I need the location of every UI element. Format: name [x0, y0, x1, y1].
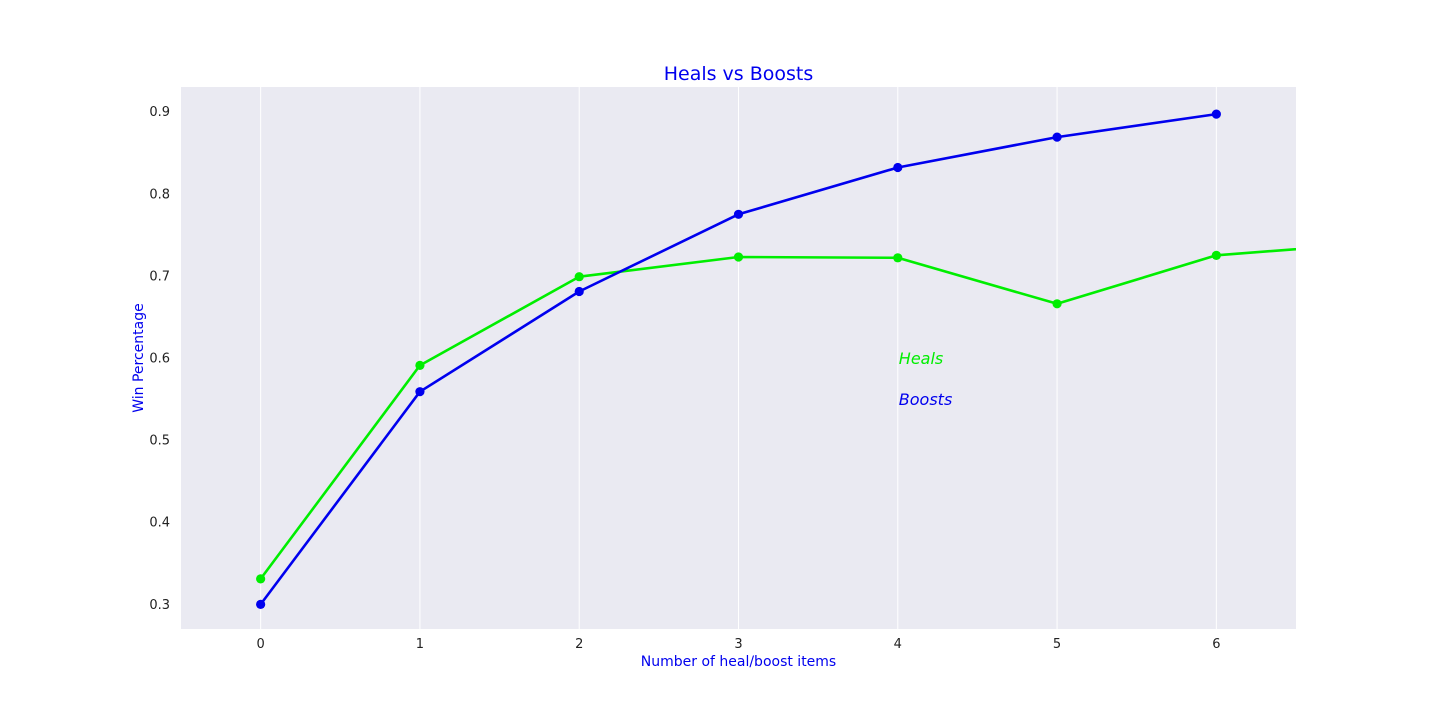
data-point-heals: [415, 360, 425, 370]
x-tick-label: 3: [734, 637, 742, 652]
y-tick-label: 0.5: [149, 434, 170, 449]
y-tick-label: 0.8: [149, 187, 170, 202]
data-point-heals: [893, 253, 903, 263]
annotation-heals: Heals: [899, 349, 943, 368]
y-tick-label: 0.4: [149, 516, 170, 531]
data-point-boosts: [574, 286, 584, 297]
data-point-heals: [1211, 250, 1221, 260]
x-axis-title: Number of heal/boost items: [641, 654, 836, 670]
data-point-heals: [574, 272, 584, 282]
y-tick-label: 0.7: [149, 269, 170, 284]
data-point-heals: [1052, 299, 1062, 309]
data-point-boosts: [256, 599, 266, 609]
x-tick-label: 6: [1212, 637, 1220, 652]
x-axis-ticks: 0 1 2 3 4 5 6: [257, 637, 1221, 652]
x-tick-label: 2: [575, 637, 583, 652]
series-line-heals: [259, 247, 1296, 580]
y-tick-label: 0.6: [149, 352, 170, 367]
data-point-boosts: [733, 209, 744, 219]
annotations: Heals Boosts: [899, 349, 953, 409]
chart-title: Heals vs Boosts: [664, 63, 814, 85]
data-point-boosts: [415, 387, 425, 397]
x-tick-label: 4: [894, 637, 902, 652]
x-tick-label: 1: [416, 637, 424, 652]
x-tick-label: 0: [257, 637, 265, 652]
annotation-boosts: Boosts: [899, 390, 953, 409]
data-point-boosts: [893, 162, 903, 173]
data-point-heals: [256, 574, 266, 584]
y-tick-label: 0.9: [149, 105, 170, 120]
data-point-heals: [733, 252, 744, 262]
grid-lines: [260, 87, 1217, 629]
x-tick-label: 5: [1053, 637, 1061, 652]
data-point-boosts: [1211, 109, 1221, 119]
y-axis-title: Win Percentage: [131, 303, 147, 413]
data-point-boosts: [1052, 132, 1062, 142]
y-axis-ticks: 0.3 0.4 0.5 0.6 0.7 0.8 0.9: [149, 105, 170, 613]
y-tick-label: 0.3: [149, 598, 170, 613]
series-layer: [256, 109, 1296, 609]
